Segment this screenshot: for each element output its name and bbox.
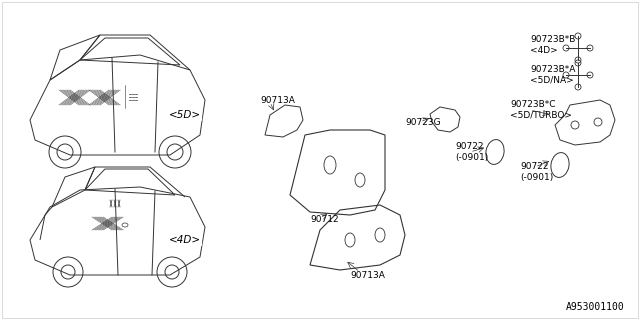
Text: 90723G: 90723G (405, 117, 440, 126)
Text: 90722
(-0901): 90722 (-0901) (455, 142, 488, 162)
Text: <4D>: <4D> (169, 235, 201, 245)
Text: 90713A: 90713A (350, 270, 385, 279)
Text: 90723B*A
<5D/NA>: 90723B*A <5D/NA> (530, 65, 575, 85)
Text: 90723B*B
<4D>: 90723B*B <4D> (530, 35, 575, 55)
Text: 90712: 90712 (310, 215, 339, 225)
Text: 90723B*C
<5D/TURBO>: 90723B*C <5D/TURBO> (510, 100, 572, 120)
Text: 90713A: 90713A (260, 95, 295, 105)
Text: 90722
(-0901): 90722 (-0901) (520, 162, 553, 182)
Text: A953001100: A953001100 (566, 302, 625, 312)
Text: <5D>: <5D> (169, 110, 201, 120)
